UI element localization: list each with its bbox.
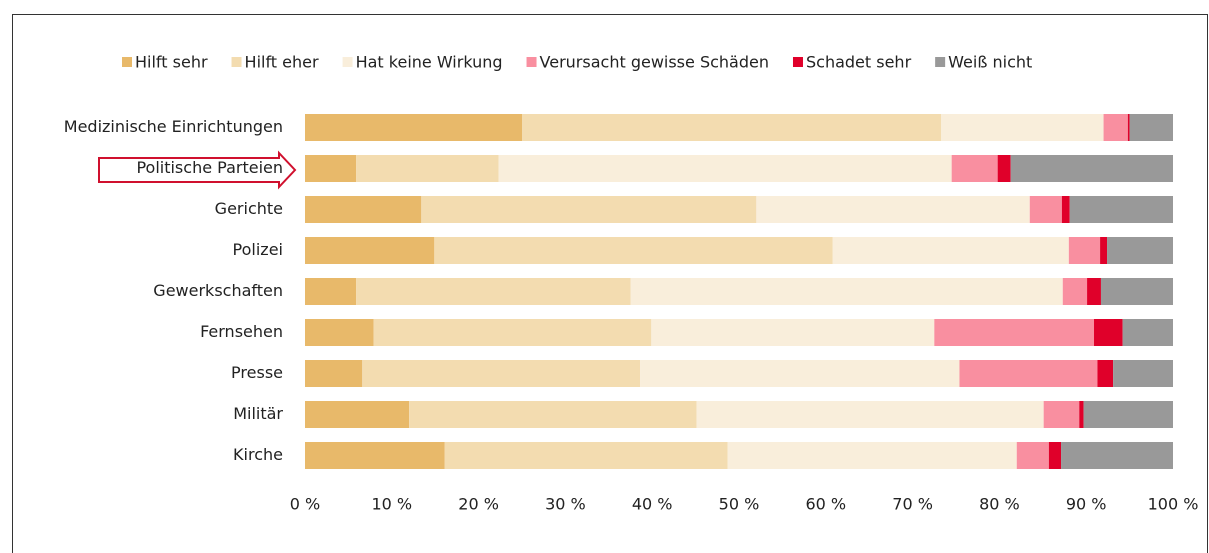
x-tick-label: 0 % <box>290 495 320 514</box>
bar-segment <box>832 237 1069 264</box>
bar-segment <box>1100 278 1173 305</box>
bar-segment <box>356 155 499 182</box>
bar-segment <box>696 401 1044 428</box>
x-tick-label: 10 % <box>371 495 412 514</box>
bar-segment <box>1079 401 1084 428</box>
bar-segment <box>1127 114 1130 141</box>
bar-segment <box>305 278 357 305</box>
bar-segment <box>498 155 952 182</box>
category-label: Politische Parteien <box>136 158 283 177</box>
x-tick-label: 90 % <box>1066 495 1107 514</box>
bar-segment <box>409 401 697 428</box>
bar-segment <box>1043 401 1080 428</box>
legend-swatch <box>342 57 353 67</box>
x-tick-label: 100 % <box>1148 495 1199 514</box>
legend-swatch <box>792 57 803 67</box>
bar-segment <box>305 319 374 346</box>
bar-segment <box>1029 196 1062 223</box>
bar-segment <box>640 360 960 387</box>
highlight-arrow <box>98 150 297 190</box>
legend-swatch <box>122 57 132 67</box>
bar-segment <box>630 278 1063 305</box>
bar-segment <box>373 319 652 346</box>
bar-segment <box>1103 114 1128 141</box>
bar-segment <box>421 196 757 223</box>
bar-segment <box>941 114 1104 141</box>
bar-segment <box>1087 278 1101 305</box>
category-label: Militär <box>233 404 283 423</box>
bar-segment <box>1069 196 1173 223</box>
bar-segment <box>1097 360 1114 387</box>
bar-segment <box>1094 319 1123 346</box>
bar-segment <box>305 196 422 223</box>
bar-segment <box>1122 319 1173 346</box>
bar-segment <box>434 237 833 264</box>
category-label: Presse <box>231 363 283 382</box>
legend-swatch <box>231 57 242 67</box>
bar-segment <box>934 319 1095 346</box>
category-label: Gewerkschaften <box>153 281 283 300</box>
bar-segment <box>356 278 631 305</box>
bar-segment <box>997 155 1011 182</box>
bar-segment <box>651 319 935 346</box>
bar-segment <box>305 155 357 182</box>
x-tick-label: 50 % <box>719 495 760 514</box>
frame <box>12 14 1208 553</box>
bar-segment <box>1113 360 1173 387</box>
x-tick-label: 20 % <box>458 495 499 514</box>
bar-segment <box>305 237 435 264</box>
bar-segment <box>1061 442 1173 469</box>
bar-segment <box>727 442 1017 469</box>
category-label: Medizinische Einrichtungen <box>64 117 283 136</box>
bar-segment <box>1068 237 1101 264</box>
legend-label: Hilft sehr <box>135 53 208 72</box>
legend-label: Schadet sehr <box>806 53 912 72</box>
bar-segment <box>1129 114 1173 141</box>
bar-segment <box>305 442 445 469</box>
x-tick-label: 80 % <box>979 495 1020 514</box>
bar-segment <box>1010 155 1173 182</box>
x-tick-label: 30 % <box>545 495 586 514</box>
category-label: Fernsehen <box>200 322 283 341</box>
bar-segment <box>1083 401 1173 428</box>
legend-label: Hilft eher <box>245 53 319 72</box>
bar-segment <box>305 360 363 387</box>
bar-segment <box>1062 278 1088 305</box>
legend-label: Weiß nicht <box>948 53 1032 72</box>
bar-segment <box>522 114 942 141</box>
bar-segment <box>1061 196 1070 223</box>
legend-label: Hat keine Wirkung <box>356 53 503 72</box>
bar-segment <box>444 442 728 469</box>
x-tick-label: 40 % <box>632 495 673 514</box>
legend-swatch <box>526 57 537 67</box>
bar-segment <box>1107 237 1173 264</box>
bar-segment <box>305 401 410 428</box>
bar-segment <box>951 155 998 182</box>
x-tick-label: 70 % <box>892 495 933 514</box>
bar-segment <box>756 196 1030 223</box>
category-label: Gerichte <box>215 199 283 218</box>
legend-label: Verursacht gewisse Schäden <box>540 53 769 72</box>
bar-segment <box>362 360 641 387</box>
bar-segment <box>1100 237 1108 264</box>
bar-segment <box>959 360 1098 387</box>
bar-segment <box>305 114 522 141</box>
x-tick-label: 60 % <box>805 495 846 514</box>
bar-segment <box>1048 442 1062 469</box>
category-label: Kirche <box>233 445 283 464</box>
category-label: Polizei <box>233 240 283 259</box>
bar-segment <box>1016 442 1049 469</box>
legend-swatch <box>935 57 946 67</box>
